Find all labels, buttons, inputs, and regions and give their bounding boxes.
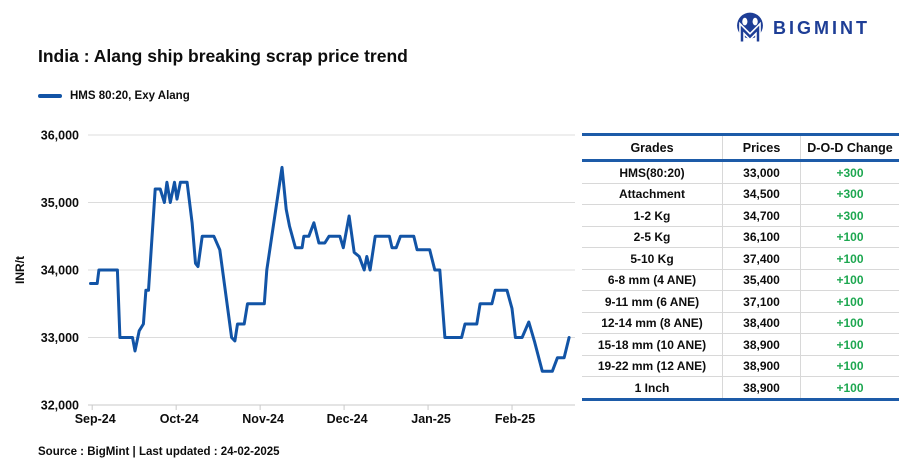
y-axis-tick-label: 33,000 [41,331,79,345]
grade-cell: 12-14 mm (8 ANE) [601,316,703,330]
price-cell: 34,500 [722,183,800,204]
price-cell: 37,400 [722,248,800,269]
grade-cell: 5-10 Kg [630,251,674,266]
y-axis-tick-label: 35,000 [41,196,79,210]
x-axis-tick-label: Oct-24 [160,412,199,426]
grade-cell: 2-5 Kg [633,230,671,244]
price-cell: 34,700 [722,205,800,226]
grade-cell: 1-2 Kg [633,208,671,223]
x-axis-tick-label: Sep-24 [75,412,116,426]
table-row: 19-22 mm (12 ANE) 38,900 +100 [582,354,899,376]
table-body: HMS(80:20) 33,000 +300 Attachment 34,500 +300… [582,162,899,398]
chart-legend: HMS 80:20, Exy Alang [38,90,190,102]
dod-change-cell: +100 [800,269,899,290]
table-header-grades: Grades [630,141,674,155]
y-axis-tick-label: 36,000 [41,129,79,143]
line-chart-svg: 32,000 33,000 34,000 35,000 36,000 Sep-24 Oct-… [13,129,575,426]
legend-label: HMS 80:20, Exy Alang [70,90,190,102]
price-cell: 38,900 [722,334,800,355]
dod-change-cell: +100 [800,291,899,312]
table-row: 2-5 Kg 36,100 +100 [582,225,899,247]
price-cell: 37,100 [722,291,800,312]
dod-change-cell: +300 [800,205,899,226]
grade-cell: 1 Inch [634,380,670,395]
table-row: 12-14 mm (8 ANE) 38,400 +100 [582,311,899,333]
grade-cell: Attachment [618,187,685,201]
bigmint-logo-icon [737,12,763,42]
table-header-row: Grades Prices D-O-D Change [582,136,899,162]
table-row: 15-18 mm (10 ANE) 38,900 +100 [582,333,899,355]
table-row: 6-8 mm (4 ANE) 35,400 +100 [582,268,899,290]
grade-cell: 19-22 mm (12 ANE) [597,359,707,373]
legend-line-swatch [38,94,62,98]
x-axis-tick-label: Jan-25 [411,412,451,426]
dod-change-cell: +100 [800,355,899,376]
y-axis-tick-label: 32,000 [41,399,79,413]
table-header-prices: Prices [722,136,800,159]
dod-change-cell: +300 [800,162,899,183]
dod-change-cell: +100 [800,312,899,333]
price-trend-chart: 32,000 33,000 34,000 35,000 36,000 Sep-24 Oct-… [10,120,580,428]
x-axis-tick-label: Nov-24 [242,412,284,426]
grades-price-table: Grades Prices D-O-D Change HMS(80:20) 33,… [582,133,899,401]
y-axis-title: INR/t [13,256,27,284]
price-cell: 38,900 [722,377,800,398]
price-cell: 36,100 [722,226,800,247]
dod-change-cell: +100 [800,226,899,247]
price-cell: 35,400 [722,269,800,290]
x-axis-tick-label: Dec-24 [327,412,368,426]
price-cell: 38,900 [722,355,800,376]
table-row: 5-10 Kg 37,400 +100 [582,247,899,269]
table-row: 1-2 Kg 34,700 +300 [582,204,899,226]
table-row: HMS(80:20) 33,000 +300 [582,162,899,183]
dod-change-cell: +100 [800,377,899,398]
dod-change-cell: +300 [800,183,899,204]
bigmint-logo: BIGMINT [735,12,870,44]
source-note: Source : BigMint | Last updated : 24-02-… [38,446,280,458]
table-header-dod-change: D-O-D Change [800,136,899,159]
y-axis-tick-label: 34,000 [41,264,79,278]
dod-change-cell: +100 [800,334,899,355]
grade-cell: HMS(80:20) [619,165,685,180]
price-trend-line [89,165,571,373]
x-axis-tick-label: Feb-25 [495,412,535,426]
table-row: 1 Inch 38,900 +100 [582,376,899,398]
page-title: India : Alang ship breaking scrap price … [38,46,408,66]
grade-cell: 15-18 mm (10 ANE) [597,337,707,352]
bigmint-logo-text: BIGMINT [773,17,870,38]
dod-change-cell: +100 [800,248,899,269]
grade-cell: 9-11 mm (6 ANE) [604,294,700,309]
price-cell: 33,000 [722,162,800,183]
table-row: Attachment 34,500 +300 [582,182,899,204]
price-cell: 38,400 [722,312,800,333]
table-row: 9-11 mm (6 ANE) 37,100 +100 [582,290,899,312]
grade-cell: 6-8 mm (4 ANE) [607,273,697,287]
